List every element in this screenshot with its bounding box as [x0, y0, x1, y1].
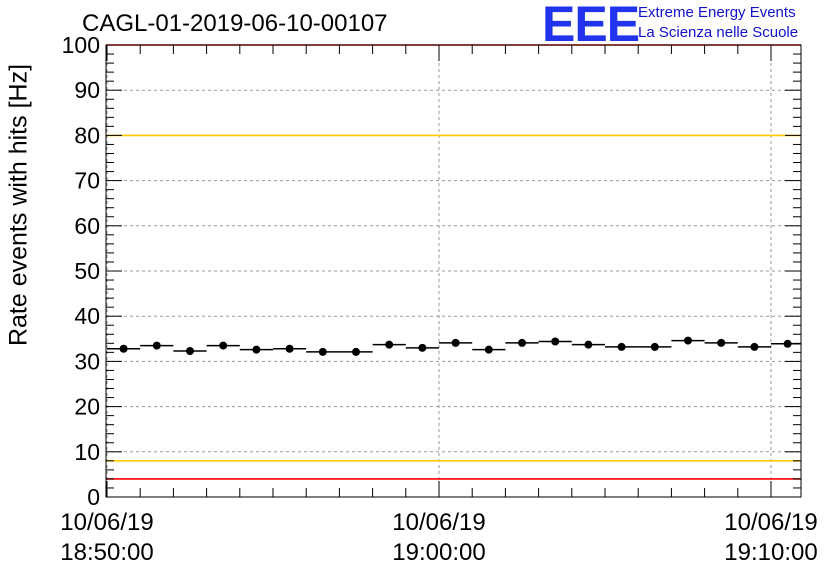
y-tick-label: 80: [74, 122, 100, 148]
x-tick-label: 10/06/19 18:50:00: [52, 508, 162, 568]
y-tick-label: 50: [74, 258, 100, 284]
chart-title: CAGL-01-2019-06-10-00107: [82, 10, 388, 37]
x-tick-time: 19:00:00: [392, 539, 486, 566]
data-point: [451, 338, 460, 347]
data-point: [684, 336, 692, 345]
data-point: [152, 341, 161, 350]
data-point: [385, 340, 394, 349]
data-point: [119, 344, 128, 353]
axis-ticks: 0 10 20 30 40 50 60 70 80 90 100: [62, 32, 801, 510]
data-point: [650, 342, 659, 351]
y-tick-label: 20: [74, 394, 100, 420]
data-points: [107, 336, 801, 356]
data-point: [518, 338, 526, 347]
data-point: [551, 337, 560, 346]
y-tick-label: 60: [74, 213, 100, 239]
data-point: [318, 347, 327, 356]
y-tick-label: 70: [74, 168, 100, 194]
data-point: [584, 340, 593, 349]
x-tick-date: 10/06/19: [724, 509, 818, 536]
data-point: [717, 338, 726, 347]
y-tick-label: 0: [87, 484, 100, 510]
data-point: [484, 345, 493, 354]
data-point: [219, 341, 228, 350]
grid: [106, 45, 801, 497]
logo-line-1: Extreme Energy Events: [638, 4, 796, 21]
x-tick-label: 10/06/19 19:00:00: [384, 508, 494, 568]
x-tick-time: 19:10:00: [724, 539, 818, 566]
y-tick-label: 40: [74, 303, 100, 329]
data-point: [186, 347, 194, 356]
y-tick-label: 30: [74, 348, 100, 374]
y-tick-label: 10: [74, 439, 100, 465]
data-point: [418, 343, 427, 352]
x-tick-date: 10/06/19: [60, 509, 154, 536]
data-point: [617, 342, 626, 351]
y-axis-label: Rate events with hits [Hz]: [4, 63, 33, 347]
logo-line-2: La Scienza nelle Scuole: [638, 24, 799, 41]
x-tick-label: 10/06/19 19:10:00: [716, 508, 826, 568]
eee-logo: EEE: [542, 0, 640, 52]
y-tick-label: 100: [62, 32, 100, 58]
data-point: [285, 344, 294, 353]
data-point: [783, 339, 792, 348]
x-tick-date: 10/06/19: [392, 509, 486, 536]
data-point: [750, 342, 759, 351]
x-tick-time: 18:50:00: [60, 539, 154, 566]
data-point: [352, 347, 360, 356]
y-tick-label: 90: [74, 77, 100, 103]
data-point: [252, 345, 261, 354]
reference-lines: [106, 44, 801, 480]
